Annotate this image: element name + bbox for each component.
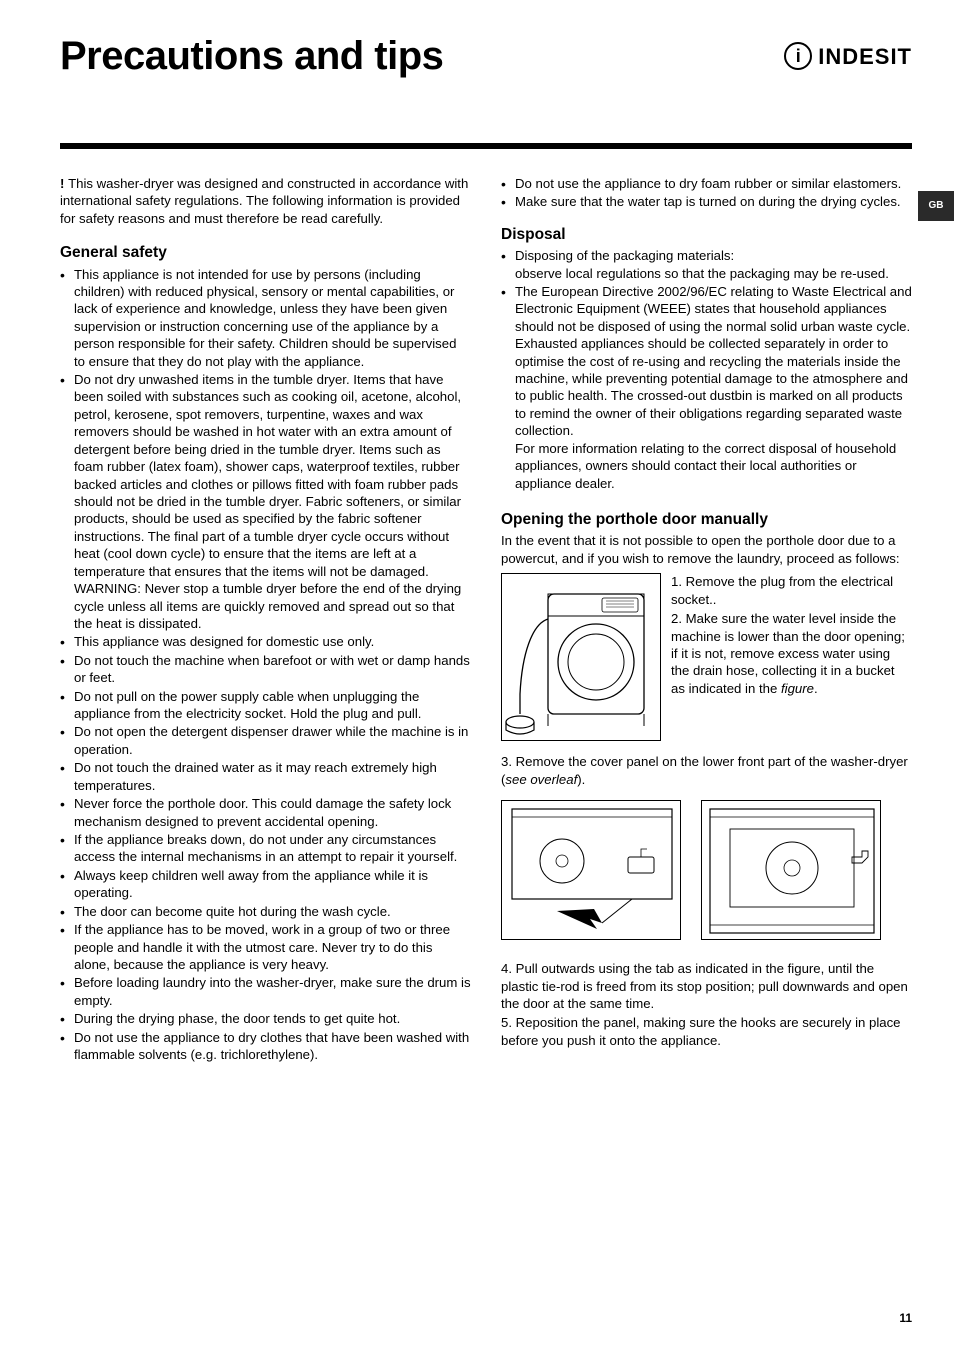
list-item: Never force the porthole door. This coul…	[60, 795, 471, 830]
general-safety-list: This appliance is not intended for use b…	[60, 266, 471, 1064]
warning-icon: !	[60, 176, 68, 191]
list-item: Do not pull on the power supply cable wh…	[60, 688, 471, 723]
list-item: This appliance is not intended for use b…	[60, 266, 471, 371]
intro-text: This washer-dryer was designed and const…	[60, 176, 468, 226]
general-safety-list-continued: Do not use the appliance to dry foam rub…	[501, 175, 912, 211]
list-item: Do not dry unwashed items in the tumble …	[60, 371, 471, 632]
heading-disposal: Disposal	[501, 225, 912, 245]
step-5: 5. Reposition the panel, making sure the…	[501, 1014, 912, 1049]
step-3b: see overleaf	[505, 772, 577, 787]
list-item: This appliance was designed for domestic…	[60, 633, 471, 650]
list-item: Make sure that the water tap is turned o…	[501, 193, 912, 210]
brand-logo-icon: i	[784, 42, 812, 70]
porthole-intro: In the event that it is not possible to …	[501, 532, 912, 567]
list-item: The European Directive 2002/96/EC relati…	[501, 283, 912, 492]
list-item: The door can become quite hot during the…	[60, 903, 471, 920]
page-number: 11	[899, 1311, 912, 1327]
step-1: 1. Remove the plug from the electrical s…	[671, 573, 912, 608]
list-item: Do not use the appliance to dry clothes …	[60, 1029, 471, 1064]
list-item: Do not use the appliance to dry foam rub…	[501, 175, 912, 192]
intro-paragraph: ! This washer-dryer was designed and con…	[60, 175, 471, 227]
heading-porthole: Opening the porthole door manually	[501, 510, 912, 530]
page-title: Precautions and tips	[60, 30, 443, 83]
left-column: ! This washer-dryer was designed and con…	[60, 175, 471, 1065]
step-4: 4. Pull outwards using the tab as indica…	[501, 960, 912, 1012]
list-item: Do not touch the drained water as it may…	[60, 759, 471, 794]
step-3: 3. Remove the cover panel on the lower f…	[501, 753, 912, 788]
language-tab: GB	[918, 191, 954, 221]
figure-washer-drain	[501, 573, 661, 741]
step-2: 2. Make sure the water level inside the …	[671, 610, 912, 697]
list-item: During the drying phase, the door tends …	[60, 1010, 471, 1027]
list-item: If the appliance has to be moved, work i…	[60, 921, 471, 973]
list-item: Before loading laundry into the washer-d…	[60, 974, 471, 1009]
right-column: Do not use the appliance to dry foam rub…	[501, 175, 912, 1065]
figure-panel-hooks	[701, 800, 881, 940]
step-3c: ).	[577, 772, 585, 787]
step-2c: .	[814, 681, 818, 696]
list-item: Do not open the detergent dispenser draw…	[60, 723, 471, 758]
list-item: Do not touch the machine when barefoot o…	[60, 652, 471, 687]
figure-panel-remove	[501, 800, 681, 940]
brand-logo: i INDESIT	[784, 42, 912, 71]
brand-logo-text: INDESIT	[818, 42, 912, 71]
list-item: If the appliance breaks down, do not und…	[60, 831, 471, 866]
list-item: Disposing of the packaging materials: ob…	[501, 247, 912, 282]
disposal-list: Disposing of the packaging materials: ob…	[501, 247, 912, 492]
step-2b: figure	[781, 681, 814, 696]
heading-general-safety: General safety	[60, 243, 471, 263]
list-item: Always keep children well away from the …	[60, 867, 471, 902]
divider	[60, 143, 912, 149]
